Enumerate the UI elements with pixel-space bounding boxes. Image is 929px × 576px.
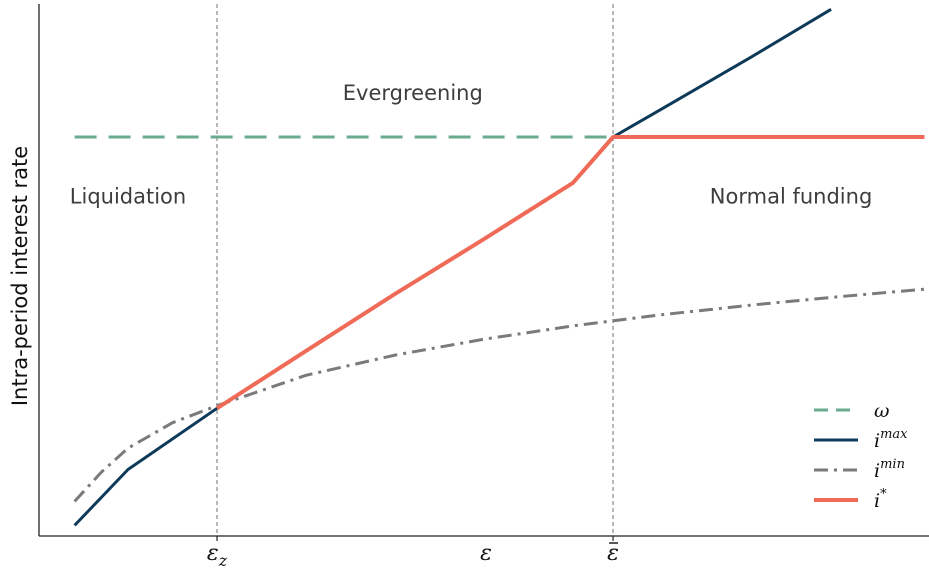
region-label-1: Evergreening <box>343 81 483 105</box>
legend-entry-3: i* <box>874 487 887 512</box>
x-tick-1: ε <box>607 536 619 566</box>
y-axis-label: Intra-period interest rate <box>8 146 32 406</box>
legend-entry-2: imin <box>874 457 905 482</box>
x-axis-label: ε <box>480 541 492 566</box>
legend-superscript-3: * <box>880 487 887 502</box>
plot-area <box>73 4 925 536</box>
region-label-0: Liquidation <box>70 185 186 209</box>
region-labels: Liquidation Evergreening Normal funding <box>70 81 873 209</box>
legend-superscript-2: min <box>880 457 905 472</box>
legend: ω imax imin i* <box>814 400 908 512</box>
x-tick-label-0: εz <box>207 541 228 570</box>
x-tick-0: εz <box>207 536 228 570</box>
x-tick-label-1: ε <box>607 541 619 566</box>
region-label-2: Normal funding <box>710 185 872 209</box>
series-line-3 <box>215 135 925 410</box>
legend-entry-1: imax <box>874 427 908 452</box>
x-tick-subscript-0: z <box>218 551 228 570</box>
legend-superscript-1: max <box>880 427 908 442</box>
x-ticks: εz ε <box>207 536 619 570</box>
legend-entry-0: ω <box>874 400 890 422</box>
axes <box>38 4 929 537</box>
series-line-2 <box>73 287 925 503</box>
